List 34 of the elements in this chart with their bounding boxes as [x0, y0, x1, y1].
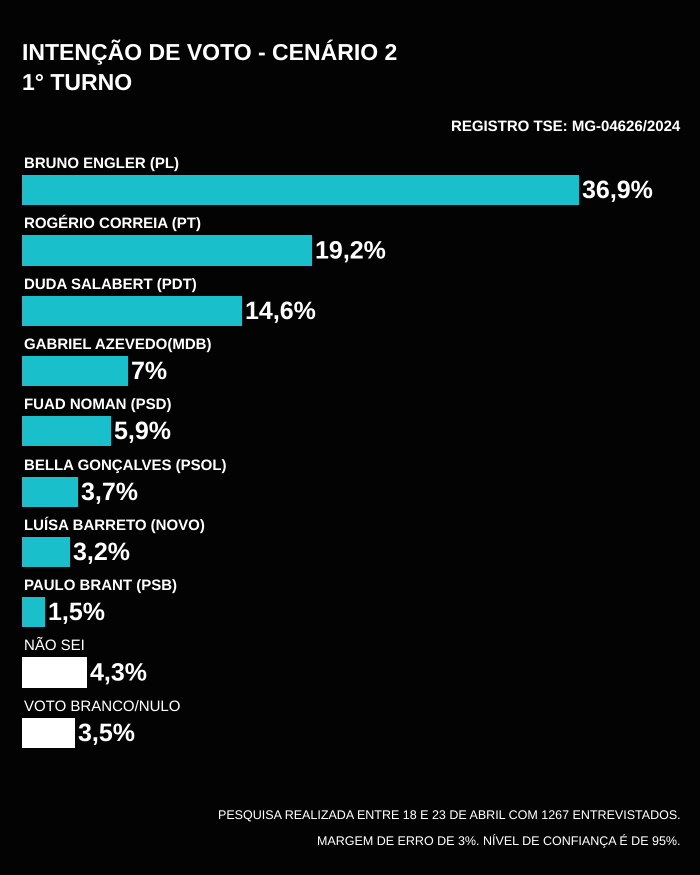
- y-tick-label: BELLA GONÇALVES (PSOL): [24, 457, 227, 474]
- data-label: 1,5%: [48, 598, 105, 626]
- y-tick-label: FUAD NOMAN (PSD): [24, 396, 172, 413]
- text: MARGEM DE ERRO DE 3%. NÍVEL DE CONFIANÇA É DE 95%.: [317, 834, 681, 848]
- chart-title: INTENÇÃO DE VOTO - CENÁRIO 2 1° TURNO: [22, 39, 398, 95]
- text: PESQUISA REALIZADA ENTRE 18 E 23 DE ABRIL COM 1267 ENTREVISTADOS.: [218, 808, 681, 822]
- data-label: 4,3%: [90, 658, 147, 686]
- bar: [22, 718, 75, 748]
- y-tick-label: NÃO SEI: [24, 636, 85, 654]
- y-tick-label: ROGÉRIO CORREIA (PT): [24, 214, 201, 232]
- data-label: 3,5%: [78, 719, 135, 747]
- data-label: 19,2%: [315, 236, 386, 264]
- bar: [22, 537, 70, 567]
- y-tick-label: GABRIEL AZEVEDO(MDB): [24, 336, 212, 353]
- y-tick-label: DUDA SALABERT (PDT): [24, 276, 197, 293]
- y-tick-label: LUÍSA BARRETO (NOVO): [24, 516, 205, 534]
- data-label: 7%: [131, 357, 168, 385]
- bar: [22, 356, 128, 386]
- data-label: 14,6%: [245, 297, 316, 325]
- bar: [22, 296, 242, 326]
- bar: [22, 477, 78, 507]
- bar: [22, 657, 87, 688]
- bar: [22, 597, 45, 627]
- data-label: 3,7%: [81, 478, 138, 506]
- data-label: 5,9%: [114, 417, 171, 445]
- bar: [22, 235, 312, 266]
- y-tick-label: BRUNO ENGLER (PL): [24, 155, 179, 172]
- chart-subtitle: REGISTRO TSE: MG-04626/2024: [451, 118, 681, 135]
- y-tick-label: VOTO BRANCO/NULO: [24, 698, 180, 715]
- y-tick-label: PAULO BRANT (PSB): [24, 577, 178, 594]
- bar: [22, 175, 579, 205]
- data-label: 3,2%: [73, 538, 130, 566]
- bar: [22, 416, 111, 446]
- data-label: 36,9%: [582, 176, 653, 204]
